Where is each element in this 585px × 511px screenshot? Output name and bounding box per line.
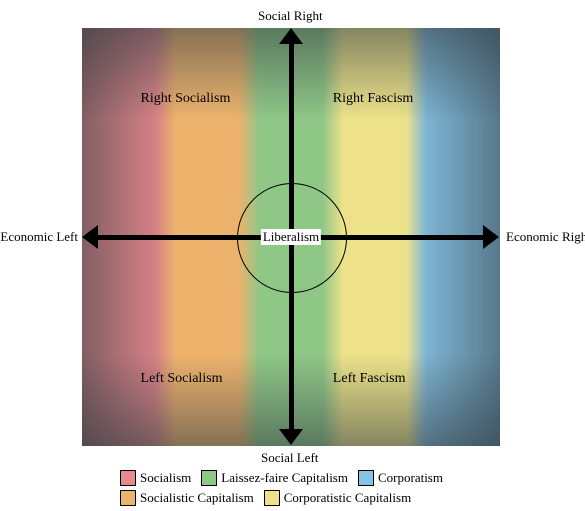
arrowhead-left-icon	[82, 225, 98, 249]
axis-label-top: Social Right	[258, 8, 323, 24]
axis-label-left: Economic Left	[0, 229, 78, 245]
legend-item: Corporatism	[358, 470, 443, 486]
legend-label: Corporatistic Capitalism	[284, 490, 411, 506]
legend-label: Socialistic Capitalism	[140, 490, 254, 506]
quadrant-label-bottom-right: Left Fascism	[333, 371, 406, 387]
legend-label: Corporatism	[378, 470, 443, 486]
legend-swatch	[120, 470, 136, 486]
quadrant-label-top-left: Right Socialism	[141, 91, 231, 107]
quadrant-label-top-right: Right Fascism	[333, 91, 414, 107]
arrowhead-down-icon	[279, 429, 303, 445]
legend-swatch	[264, 490, 280, 506]
arrowhead-right-icon	[483, 225, 499, 249]
axis-label-bottom: Social Left	[261, 450, 318, 466]
legend: Socialism Laissez-faire Capitalism Corpora…	[120, 468, 540, 508]
political-compass-diagram: Liberalism Social Right Social Left Econ…	[0, 0, 585, 511]
legend-swatch	[358, 470, 374, 486]
axis-label-right: Economic Right	[506, 229, 585, 245]
arrowhead-up-icon	[279, 28, 303, 44]
center-label: Liberalism	[261, 229, 321, 245]
legend-swatch	[201, 470, 217, 486]
legend-label: Laissez-faire Capitalism	[221, 470, 348, 486]
legend-item: Socialistic Capitalism	[120, 490, 254, 506]
legend-swatch	[120, 490, 136, 506]
quadrant-label-bottom-left: Left Socialism	[141, 371, 223, 387]
legend-item: Laissez-faire Capitalism	[201, 470, 348, 486]
legend-item: Socialism	[120, 470, 191, 486]
legend-label: Socialism	[140, 470, 191, 486]
legend-item: Corporatistic Capitalism	[264, 490, 411, 506]
